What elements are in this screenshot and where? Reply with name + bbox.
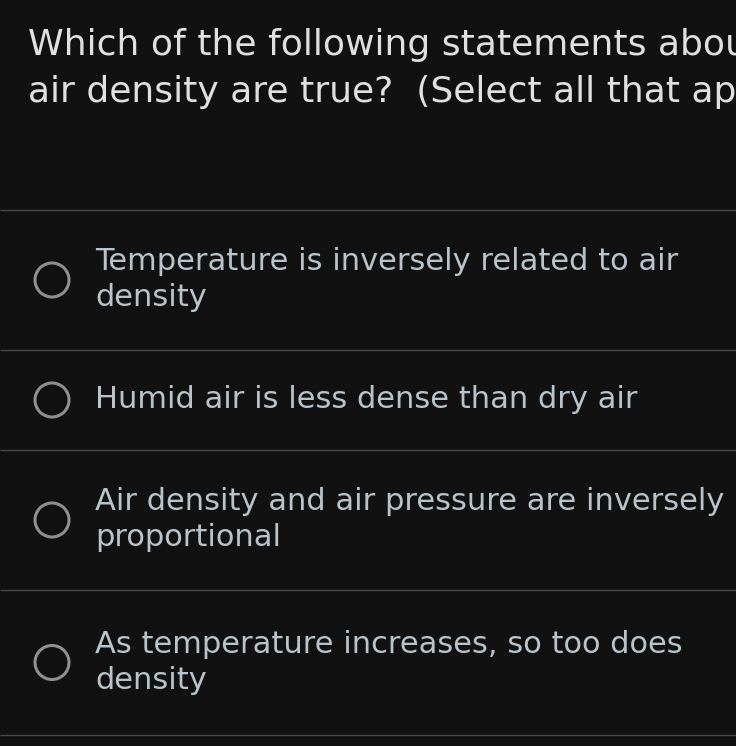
Text: density: density — [95, 283, 207, 313]
Text: As temperature increases, so too does: As temperature increases, so too does — [95, 630, 682, 659]
Text: proportional: proportional — [95, 524, 281, 553]
Text: air density are true?  (Select all that apply): air density are true? (Select all that a… — [28, 75, 736, 109]
Text: Temperature is inversely related to air: Temperature is inversely related to air — [95, 248, 679, 277]
Text: Air density and air pressure are inversely: Air density and air pressure are inverse… — [95, 487, 724, 516]
Text: Which of the following statements about: Which of the following statements about — [28, 28, 736, 62]
Text: Humid air is less dense than dry air: Humid air is less dense than dry air — [95, 386, 637, 415]
Text: density: density — [95, 666, 207, 695]
